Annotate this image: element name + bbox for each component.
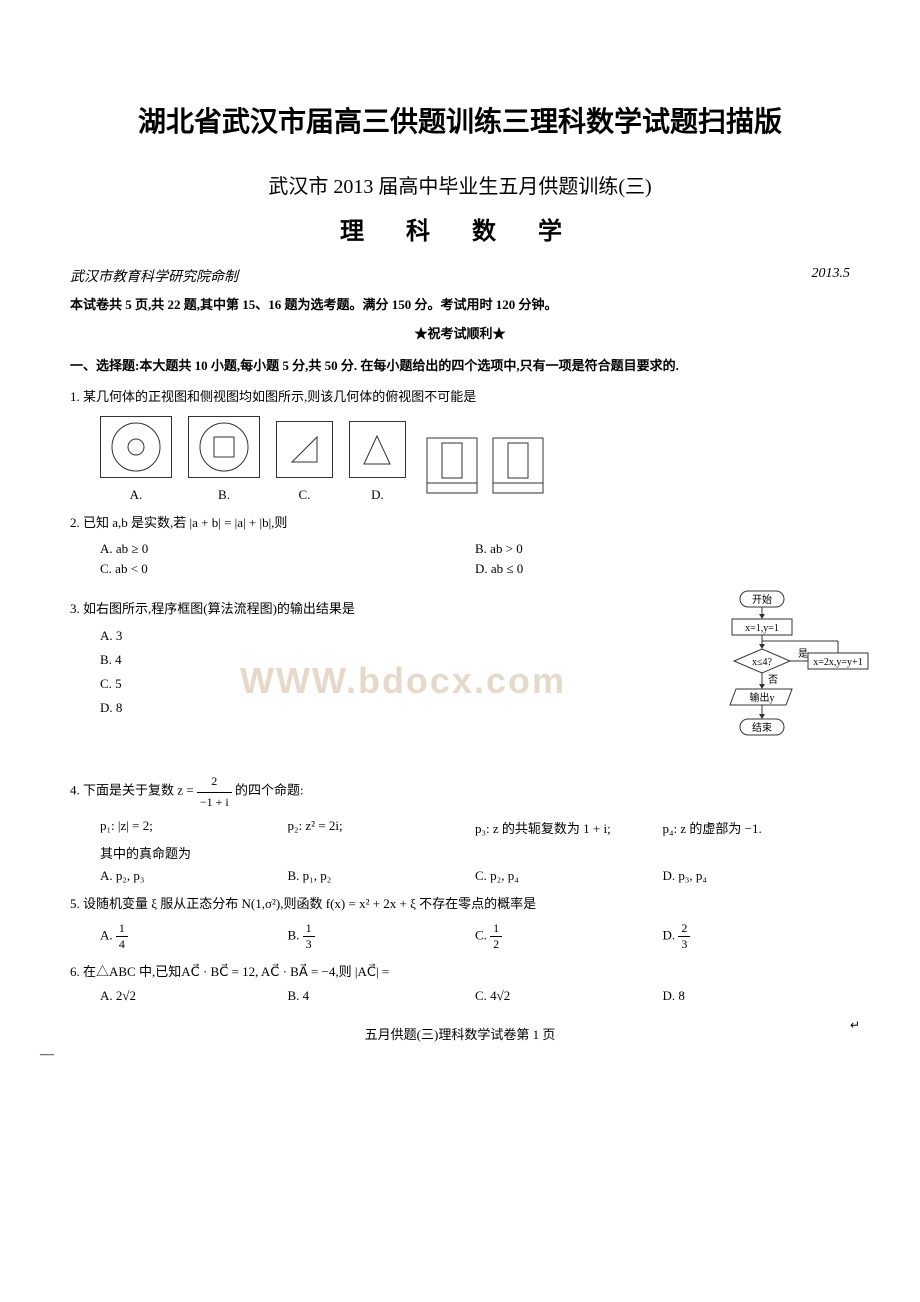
q5-options: A. 1 4 B. 1 3 C. 1 2 D. 2 3 <box>100 921 850 952</box>
q1-views <box>422 433 548 503</box>
flowchart: 开始 x=1,y=1 x≤4? 是 x=2x,y=y+1 <box>670 589 850 762</box>
q1-label-c: C. <box>276 487 333 503</box>
q3-options: A. 3 B. 4 C. 5 D. 8 <box>100 628 670 716</box>
q6-options: A. 2√2 B. 4 C. 4√2 D. 8 <box>100 988 850 1004</box>
q1-option-a: A. <box>100 416 172 503</box>
q1-option-d: D. <box>349 421 406 503</box>
q4-frac-num: 2 <box>197 772 232 792</box>
exam-page: 湖北省武汉市届高三供题训练三理科数学试题扫描版 武汉市 2013 届高中毕业生五… <box>0 0 920 1093</box>
q1-label-d: D. <box>349 487 406 503</box>
flowchart-svg: 开始 x=1,y=1 x≤4? 是 x=2x,y=y+1 <box>670 589 870 759</box>
q4-frac-den: −1 + i <box>197 793 232 812</box>
q5-c-label: C. <box>475 927 487 942</box>
fc-end: 结束 <box>752 721 772 734</box>
q5-c-frac: 1 2 <box>490 921 502 952</box>
q6-opt-d: D. 8 <box>663 988 851 1004</box>
main-title: 湖北省武汉市届高三供题训练三理科数学试题扫描版 <box>60 100 860 140</box>
section1-header: 一、选择题:本大题共 10 小题,每小题 5 分,共 50 分. 在每小题给出的… <box>70 356 850 377</box>
q4-subtext: 其中的真命题为 <box>100 843 850 862</box>
q3-left: 3. 如右图所示,程序框图(算法流程图)的输出结果是 A. 3 B. 4 C. … <box>70 589 670 762</box>
q4-opt-c: C. p₂, p₄ <box>475 868 663 884</box>
q5-opt-d: D. 2 3 <box>663 921 851 952</box>
q5-d-num: 2 <box>678 921 690 937</box>
sub-title: 武汉市 2013 届高中毕业生五月供题训练(三) <box>60 170 860 199</box>
q6-text: 6. 在△ABC 中,已知AC⃗ · BC⃗ = 12, AC⃗ · BA⃗ =… <box>70 962 850 983</box>
q1-svg-b <box>188 416 260 478</box>
q1-svg-d <box>349 421 406 478</box>
q1-text: 1. 某几何体的正视图和侧视图均如图所示,则该几何体的俯视图不可能是 <box>70 387 850 408</box>
q5-a-label: A. <box>100 927 113 942</box>
fc-no: 否 <box>768 674 778 686</box>
q3-opt-a: A. 3 <box>100 628 670 644</box>
q5-a-den: 4 <box>116 937 128 952</box>
q3-text: 3. 如右图所示,程序框图(算法流程图)的输出结果是 <box>70 599 660 620</box>
q5-opt-b: B. 1 3 <box>288 921 476 952</box>
q4-opt-a: A. p₂, p₃ <box>100 868 288 884</box>
q2-opt-a: A. ab ≥ 0 <box>100 539 475 559</box>
q3-opt-c: C. 5 <box>100 676 670 692</box>
q2-opt-d: D. ab ≤ 0 <box>475 559 850 579</box>
fc-output: 输出y <box>750 691 775 704</box>
date: 2013.5 <box>812 266 851 286</box>
q5-a-frac: 1 4 <box>116 921 128 952</box>
subject-title: 理 科 数 学 <box>60 211 860 246</box>
q5-text: 5. 设随机变量 ξ 服从正态分布 N(1,σ²),则函数 f(x) = x² … <box>70 894 850 915</box>
author: 武汉市教育科学研究院命制 <box>70 266 238 286</box>
q3-container: 3. 如右图所示,程序框图(算法流程图)的输出结果是 A. 3 B. 4 C. … <box>70 589 850 762</box>
q2-options: A. ab ≥ 0 B. ab > 0 C. ab < 0 D. ab ≤ 0 <box>100 539 850 579</box>
q6-opt-b: B. 4 <box>288 988 476 1004</box>
q5-c-num: 1 <box>490 921 502 937</box>
page-marker: — <box>40 1047 54 1063</box>
q5-d-frac: 2 3 <box>678 921 690 952</box>
cursor-mark: ↵ <box>850 1018 860 1033</box>
q1-svg-a <box>100 416 172 478</box>
q4-p2: p₂: z² = 2i; <box>288 818 476 837</box>
q3-opt-b: B. 4 <box>100 652 670 668</box>
fc-init: x=1,y=1 <box>745 623 779 634</box>
good-luck: ★祝考试顺利★ <box>60 323 860 342</box>
q5-a-num: 1 <box>116 921 128 937</box>
q4-suffix: 的四个命题: <box>235 783 304 798</box>
q5-b-den: 3 <box>303 937 315 952</box>
q1-front-view <box>422 433 482 503</box>
q4-opt-d: D. p₃, p₄ <box>663 868 851 884</box>
q5-b-frac: 1 3 <box>303 921 315 952</box>
q4-options: A. p₂, p₃ B. p₁, p₂ C. p₂, p₄ D. p₃, p₄ <box>100 868 850 884</box>
q5-d-label: D. <box>663 927 676 942</box>
q6-opt-c: C. 4√2 <box>475 988 663 1004</box>
q1-option-b: B. <box>188 416 260 503</box>
q6-opt-a: A. 2√2 <box>100 988 288 1004</box>
q5-d-den: 3 <box>678 937 690 952</box>
q2-opt-b: B. ab > 0 <box>475 539 850 559</box>
header-row: 武汉市教育科学研究院命制 2013.5 <box>70 266 850 286</box>
q4-p4: p₄: z 的虚部为 −1. <box>663 818 851 837</box>
q4-p3: p₃: z 的共轭复数为 1 + i; <box>475 818 663 837</box>
q4-props: p₁: |z| = 2; p₂: z² = 2i; p₃: z 的共轭复数为 1… <box>100 818 850 837</box>
fc-yes: 是 <box>798 648 808 660</box>
fc-update: x=2x,y=y+1 <box>813 657 862 668</box>
q1-side-view <box>488 433 548 503</box>
q2-opt-c: C. ab < 0 <box>100 559 475 579</box>
q1-images: A. B. C. D. <box>100 416 850 503</box>
q5-opt-c: C. 1 2 <box>475 921 663 952</box>
q4-prefix: 4. 下面是关于复数 z = <box>70 783 197 798</box>
q5-c-den: 2 <box>490 937 502 952</box>
q1-option-c: C. <box>276 421 333 503</box>
q4-frac: 2 −1 + i <box>197 772 232 811</box>
q5-b-num: 1 <box>303 921 315 937</box>
q5-opt-a: A. 1 4 <box>100 921 288 952</box>
q2-text: 2. 已知 a,b 是实数,若 |a + b| = |a| + |b|,则 <box>70 513 850 534</box>
q1-label-b: B. <box>188 487 260 503</box>
fc-cond: x≤4? <box>752 657 772 668</box>
q4-text: 4. 下面是关于复数 z = 2 −1 + i 的四个命题: <box>70 772 850 811</box>
q3-opt-d: D. 8 <box>100 700 670 716</box>
instructions: 本试卷共 5 页,共 22 题,其中第 15、16 题为选考题。满分 150 分… <box>70 294 850 313</box>
q4-p1: p₁: |z| = 2; <box>100 818 288 837</box>
fc-start: 开始 <box>752 593 772 606</box>
q1-svg-c <box>276 421 333 478</box>
footer: 五月供题(三)理科数学试卷第 1 页 <box>60 1024 860 1043</box>
q4-opt-b: B. p₁, p₂ <box>288 868 476 884</box>
q5-b-label: B. <box>288 927 300 942</box>
q1-label-a: A. <box>100 487 172 503</box>
